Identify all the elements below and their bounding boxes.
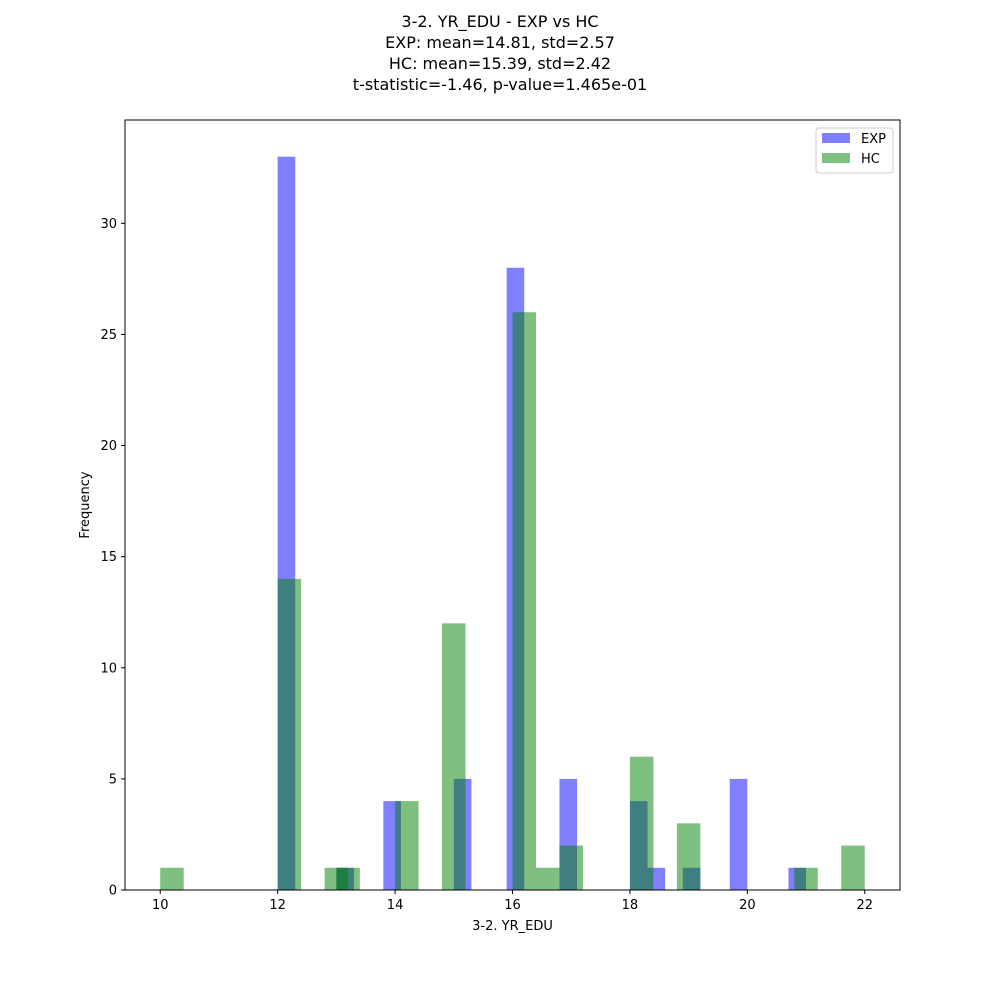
x-tick-label: 16	[504, 898, 521, 913]
bar-exp-9	[729, 778, 748, 890]
bar-hc-12	[841, 845, 865, 890]
bar-hc-9	[629, 756, 654, 890]
bar-hc-3	[336, 867, 360, 890]
bar-hc-1	[277, 578, 302, 890]
y-axis-label: Frequency	[78, 471, 93, 538]
chart-title-line-2: EXP: mean=14.81, std=2.57	[385, 33, 615, 52]
y-axis-ticks: 0 5 10 15 20 25 30	[100, 217, 125, 899]
legend: EXP HC	[815, 127, 894, 174]
y-tick-label: 25	[100, 328, 117, 343]
x-axis-label: 3-2. YR_EDU	[472, 919, 553, 934]
bar-hc-0	[160, 867, 184, 890]
legend-swatch-hc	[822, 153, 850, 163]
chart-title-line-4: t-statistic=-1.46, p-value=1.465e-01	[352, 75, 648, 94]
legend-swatch-exp	[822, 133, 850, 143]
bar-hc-6	[512, 312, 536, 890]
x-axis-ticks: 10 12 14 16 18 20 22	[152, 890, 873, 913]
bar-hc-7	[535, 867, 560, 890]
x-tick-label: 12	[269, 898, 286, 913]
y-tick-label: 15	[100, 550, 117, 565]
legend-label-hc: HC	[861, 152, 880, 167]
y-tick-label: 5	[109, 772, 117, 787]
bar-hc-4	[395, 801, 419, 890]
y-tick-label: 0	[109, 884, 117, 899]
bars-layer	[160, 156, 865, 890]
x-tick-label: 10	[152, 898, 169, 913]
x-tick-label: 14	[387, 898, 404, 913]
bar-hc-5	[442, 623, 466, 890]
y-tick-label: 20	[100, 439, 117, 454]
x-tick-label: 20	[739, 898, 756, 913]
y-tick-label: 10	[100, 661, 117, 676]
x-tick-label: 22	[856, 898, 873, 913]
chart-title-line-3: HC: mean=15.39, std=2.42	[388, 54, 612, 73]
x-tick-label: 18	[622, 898, 639, 913]
bar-hc-11	[794, 867, 818, 890]
bar-hc-8	[559, 845, 583, 890]
y-tick-label: 30	[100, 217, 117, 232]
legend-label-exp: EXP	[861, 132, 886, 147]
chart-title-line-1: 3-2. YR_EDU - EXP vs HC	[401, 12, 599, 31]
bar-hc-10	[676, 823, 701, 890]
